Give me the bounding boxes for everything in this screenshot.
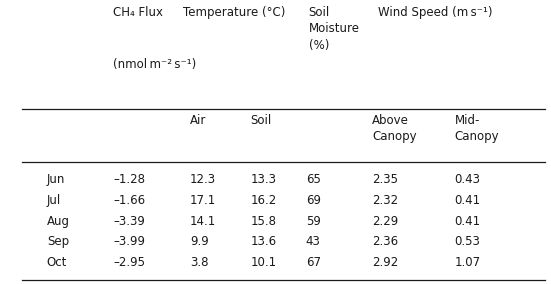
Text: Sep: Sep — [47, 235, 69, 248]
Text: –1.28: –1.28 — [113, 173, 145, 186]
Text: 69: 69 — [306, 194, 321, 207]
Text: Jul: Jul — [47, 194, 61, 207]
Text: 59: 59 — [306, 215, 321, 228]
Text: –3.99: –3.99 — [113, 235, 145, 248]
Text: 3.8: 3.8 — [190, 256, 209, 269]
Text: 2.29: 2.29 — [372, 215, 398, 228]
Text: CH₄ Flux: CH₄ Flux — [113, 6, 163, 19]
Text: 2.92: 2.92 — [372, 256, 398, 269]
Text: 0.41: 0.41 — [455, 215, 480, 228]
Text: Above
Canopy: Above Canopy — [372, 114, 417, 143]
Text: 12.3: 12.3 — [190, 173, 216, 186]
Text: 15.8: 15.8 — [251, 215, 277, 228]
Text: Soil: Soil — [251, 114, 272, 127]
Text: –2.95: –2.95 — [113, 256, 145, 269]
Text: 65: 65 — [306, 173, 321, 186]
Text: Jun: Jun — [47, 173, 65, 186]
Text: 0.41: 0.41 — [455, 194, 480, 207]
Text: 9.9: 9.9 — [190, 235, 209, 248]
Text: 0.43: 0.43 — [455, 173, 480, 186]
Text: 10.1: 10.1 — [251, 256, 277, 269]
Text: Oct: Oct — [47, 256, 67, 269]
Text: 43: 43 — [306, 235, 321, 248]
Text: 2.36: 2.36 — [372, 235, 398, 248]
Text: (nmol m⁻² s⁻¹): (nmol m⁻² s⁻¹) — [113, 58, 196, 71]
Text: 14.1: 14.1 — [190, 215, 217, 228]
Text: Wind Speed (m s⁻¹): Wind Speed (m s⁻¹) — [378, 6, 493, 19]
Text: –1.66: –1.66 — [113, 194, 145, 207]
Text: Soil
Moisture
(%): Soil Moisture (%) — [309, 6, 360, 52]
Text: Mid-
Canopy: Mid- Canopy — [455, 114, 499, 143]
Text: 16.2: 16.2 — [251, 194, 277, 207]
Text: 13.6: 13.6 — [251, 235, 277, 248]
Text: 1.07: 1.07 — [455, 256, 480, 269]
Text: Aug: Aug — [47, 215, 70, 228]
Text: 2.32: 2.32 — [372, 194, 398, 207]
Text: 17.1: 17.1 — [190, 194, 217, 207]
Text: –3.39: –3.39 — [113, 215, 145, 228]
Text: 13.3: 13.3 — [251, 173, 277, 186]
Text: Air: Air — [190, 114, 207, 127]
Text: 2.35: 2.35 — [372, 173, 398, 186]
Text: 67: 67 — [306, 256, 321, 269]
Text: Temperature (°C): Temperature (°C) — [183, 6, 285, 19]
Text: 0.53: 0.53 — [455, 235, 480, 248]
